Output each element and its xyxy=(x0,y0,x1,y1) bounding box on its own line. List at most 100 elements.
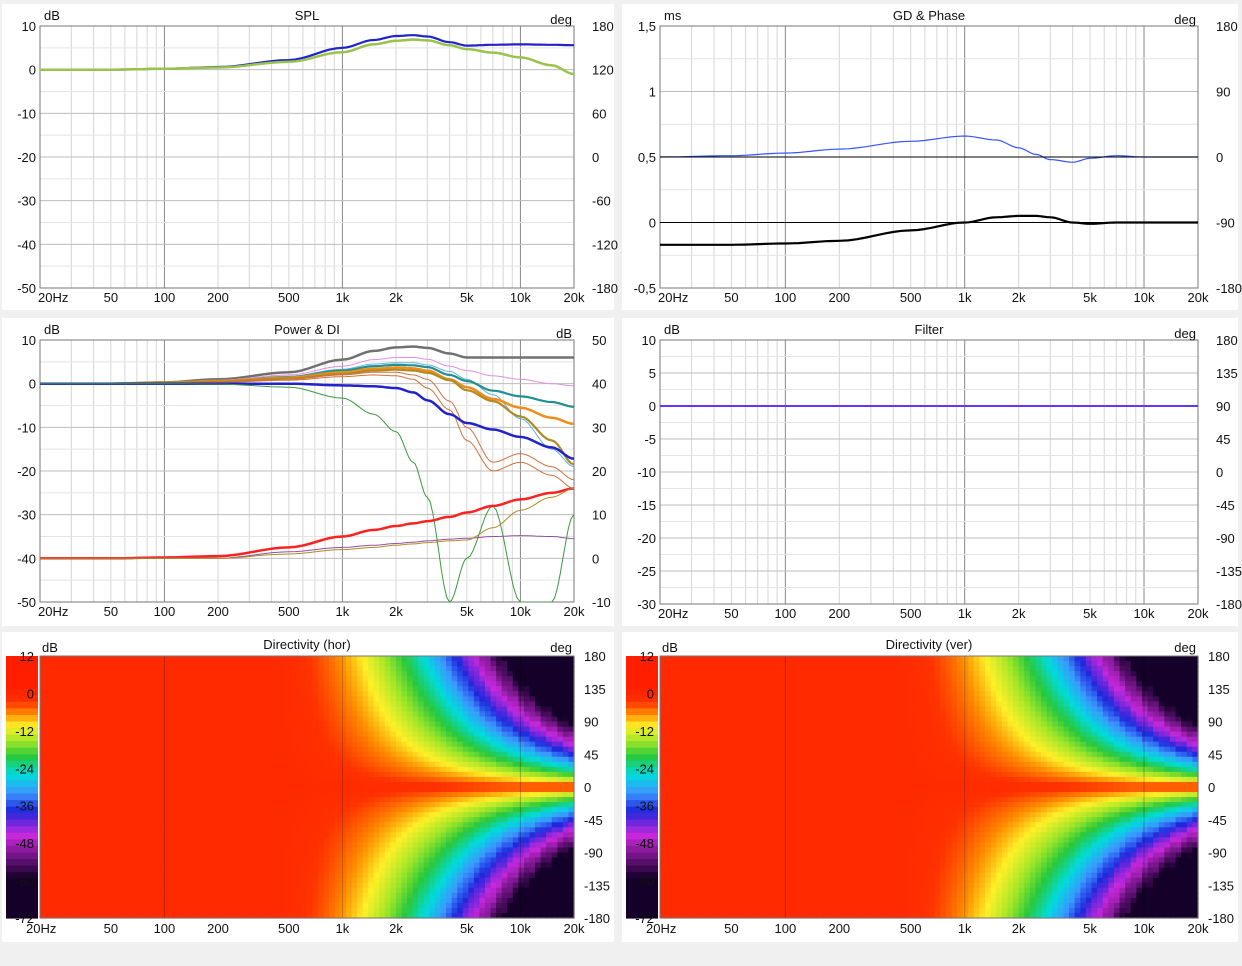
heatmap-cell xyxy=(351,892,358,899)
heatmap-cell xyxy=(485,766,492,773)
heatmap-cell xyxy=(62,892,69,899)
heatmap-cell xyxy=(407,656,414,662)
heatmap-cell xyxy=(295,756,303,763)
heatmap-cell xyxy=(234,832,241,838)
heatmap-cell xyxy=(184,706,191,713)
heatmap-cell xyxy=(90,761,97,768)
heatmap-cell xyxy=(373,887,380,894)
heatmap-cell xyxy=(396,781,403,788)
heatmap-cell xyxy=(84,837,91,844)
heatmap-cell xyxy=(218,802,225,808)
heatmap-cell xyxy=(434,862,442,869)
heatmap-cell xyxy=(129,776,136,783)
heatmap-cell xyxy=(129,676,136,682)
heatmap-cell xyxy=(407,706,414,713)
heatmap-cell xyxy=(301,751,308,758)
heatmap-cell xyxy=(535,887,542,894)
heatmap-cell xyxy=(468,666,475,672)
heatmap-cell xyxy=(496,787,503,793)
heatmap-cell xyxy=(462,867,469,874)
heatmap-cell xyxy=(190,686,197,692)
heatmap-cell xyxy=(535,877,542,884)
heatmap-cell xyxy=(412,671,419,677)
heatmap-cell xyxy=(518,897,525,904)
heatmap-cell xyxy=(468,726,475,733)
heatmap-cell xyxy=(129,912,136,919)
heatmap-cell xyxy=(112,751,119,758)
heatmap-cell xyxy=(173,802,180,808)
heatmap-cell xyxy=(368,902,375,909)
heatmap-cell xyxy=(396,666,403,672)
heatmap-cell xyxy=(390,706,397,713)
heatmap-cell xyxy=(279,736,286,743)
heatmap-cell xyxy=(379,716,386,723)
heatmap-cell xyxy=(279,842,286,849)
heatmap-cell xyxy=(384,827,392,833)
heatmap-cell xyxy=(101,812,108,818)
heatmap-cell xyxy=(184,711,191,718)
heatmap-cell xyxy=(56,907,63,914)
heatmap-cell xyxy=(256,751,264,758)
heatmap-cell xyxy=(490,751,497,758)
heatmap-cell xyxy=(95,766,102,773)
heatmap-cell xyxy=(334,776,341,783)
heatmap-cell xyxy=(529,877,536,884)
heatmap-cell xyxy=(106,862,113,869)
heatmap-cell xyxy=(423,686,430,692)
heatmap-cell xyxy=(501,761,508,768)
heatmap-cell xyxy=(234,792,241,798)
heatmap-cell xyxy=(312,837,319,844)
heatmap-cell xyxy=(212,907,219,914)
heatmap-cell xyxy=(268,802,275,808)
heatmap-cell xyxy=(318,787,325,793)
heatmap-cell xyxy=(301,807,308,813)
heatmap-cell xyxy=(423,741,430,748)
heatmap-cell xyxy=(195,696,202,702)
heatmap-cell xyxy=(351,751,358,758)
heatmap-cell xyxy=(446,701,453,707)
heatmap-cell xyxy=(329,887,336,894)
heatmap-cell xyxy=(523,776,531,783)
heatmap-cell xyxy=(212,751,219,758)
heatmap-cell xyxy=(473,852,481,859)
heatmap-cell xyxy=(518,832,525,838)
heatmap-cell xyxy=(206,807,214,813)
heatmap-cell xyxy=(390,832,397,838)
heatmap-cell xyxy=(440,832,447,838)
heatmap-cell xyxy=(212,776,219,783)
heatmap-cell xyxy=(457,867,464,874)
heatmap-cell xyxy=(212,862,219,869)
heatmap-cell xyxy=(134,666,141,672)
heatmap-cell xyxy=(390,661,397,667)
heatmap-cell xyxy=(490,867,497,874)
heatmap-cell xyxy=(151,756,158,763)
heatmap-cell xyxy=(323,842,330,849)
heatmap-cell xyxy=(245,842,252,849)
heatmap-cell xyxy=(373,897,380,904)
heatmap-cell xyxy=(73,716,80,723)
heatmap-cell xyxy=(156,686,163,692)
chart-title: GD & Phase xyxy=(893,8,965,23)
heatmap-cell xyxy=(412,867,419,874)
heatmap-cell xyxy=(401,787,408,793)
heatmap-cell xyxy=(407,817,414,823)
heatmap-cell xyxy=(396,691,403,697)
heatmap-cell xyxy=(112,756,119,763)
heatmap-cell xyxy=(485,802,492,808)
heatmap-cell xyxy=(268,797,275,803)
heatmap-cell xyxy=(173,902,180,909)
heatmap-cell xyxy=(418,666,425,672)
heatmap-cell xyxy=(173,701,180,707)
heatmap-cell xyxy=(535,691,542,697)
heatmap-cell xyxy=(256,701,264,707)
heatmap-cell xyxy=(307,696,314,702)
heatmap-cell xyxy=(429,847,436,854)
heatmap-cell xyxy=(318,792,325,798)
heatmap-cell xyxy=(129,872,136,879)
heatmap-cell xyxy=(490,731,497,738)
heatmap-cell xyxy=(256,797,264,803)
heatmap-cell xyxy=(206,787,214,793)
heatmap-cell xyxy=(101,676,108,682)
heatmap-cell xyxy=(301,842,308,849)
heatmap-cell xyxy=(123,676,130,682)
